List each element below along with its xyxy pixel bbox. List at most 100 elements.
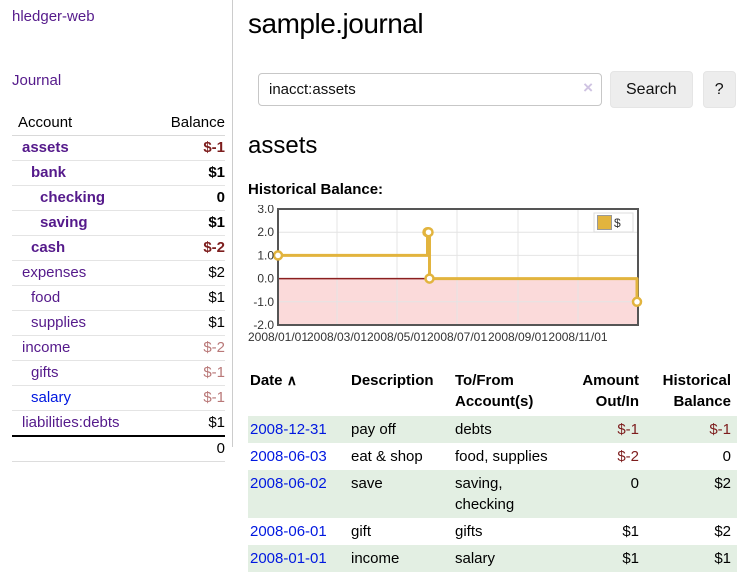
account-row: expenses $2 bbox=[12, 260, 225, 286]
account-link-expenses[interactable]: expenses bbox=[22, 264, 87, 281]
transaction-row: 2008-06-02 save saving, checking 0 $2 bbox=[248, 470, 737, 518]
svg-text:3.0: 3.0 bbox=[257, 205, 274, 216]
transaction-accounts: salary bbox=[455, 550, 496, 567]
transaction-date-link[interactable]: 2008-01-01 bbox=[250, 550, 327, 567]
account-balance: $1 bbox=[148, 210, 225, 236]
account-row: cash $-2 bbox=[12, 235, 225, 261]
account-row: saving $1 bbox=[12, 210, 225, 236]
svg-text:2.0: 2.0 bbox=[257, 225, 274, 239]
svg-text:2008/09/01: 2008/09/01 bbox=[488, 330, 548, 344]
accounts-total-row: 0 bbox=[12, 435, 225, 462]
balance-column-header: Historical Balance bbox=[662, 372, 731, 410]
account-link-food[interactable]: food bbox=[31, 289, 61, 306]
account-balance: $1 bbox=[148, 410, 225, 437]
account-balance: $-2 bbox=[148, 335, 225, 361]
search-form: × Search ? bbox=[248, 71, 740, 108]
register-header-row: Date ∧ Description To/From Account(s) Am… bbox=[248, 368, 737, 416]
clear-search-icon[interactable]: × bbox=[583, 78, 593, 97]
account-row: liabilities:debts $1 bbox=[12, 410, 225, 437]
chart-label: Historical Balance: bbox=[248, 181, 384, 198]
account-balance: $1 bbox=[148, 310, 225, 336]
sort-ascending-icon: ∧ bbox=[286, 372, 297, 388]
svg-text:2008/05/01: 2008/05/01 bbox=[367, 330, 427, 344]
account-balance: $-1 bbox=[148, 385, 225, 411]
transaction-date-link[interactable]: 2008-06-02 bbox=[250, 475, 327, 492]
amount-column-header: Amount Out/In bbox=[582, 372, 639, 410]
transaction-amount: $1 bbox=[622, 523, 639, 540]
account-link-supplies[interactable]: supplies bbox=[31, 314, 87, 331]
transaction-accounts: food, supplies bbox=[455, 448, 548, 465]
account-link-bank[interactable]: bank bbox=[31, 164, 67, 181]
transaction-amount: $-2 bbox=[617, 448, 639, 465]
sidebar-nav: Journal bbox=[12, 72, 225, 90]
account-row: food $1 bbox=[12, 285, 225, 311]
transaction-description: eat & shop bbox=[351, 448, 423, 465]
account-balance: $1 bbox=[148, 285, 225, 311]
transaction-balance: $1 bbox=[714, 550, 731, 567]
svg-text:2008/03/01: 2008/03/01 bbox=[307, 330, 367, 344]
account-row: salary $-1 bbox=[12, 385, 225, 411]
help-button[interactable]: ? bbox=[702, 71, 736, 108]
search-input[interactable] bbox=[258, 73, 602, 106]
page-title: sample.journal bbox=[248, 8, 424, 39]
sidebar-item-journal[interactable]: Journal bbox=[12, 72, 62, 89]
account-row: income $-2 bbox=[12, 335, 225, 361]
svg-text:$: $ bbox=[614, 216, 621, 230]
search-button[interactable]: Search bbox=[610, 71, 693, 108]
transaction-amount: $-1 bbox=[617, 421, 639, 438]
transaction-description: income bbox=[351, 550, 400, 567]
account-balance: $-2 bbox=[148, 235, 225, 261]
transaction-amount: $1 bbox=[622, 550, 639, 567]
account-link-saving[interactable]: saving bbox=[40, 214, 88, 231]
account-link-income[interactable]: income bbox=[22, 339, 71, 356]
account-link-liabilities-debts[interactable]: liabilities:debts bbox=[22, 414, 120, 431]
account-page-title: assets bbox=[248, 132, 318, 159]
transaction-description: pay off bbox=[351, 421, 396, 438]
svg-text:2008/01/01: 2008/01/01 bbox=[248, 330, 308, 344]
balance-column-header: Balance bbox=[148, 111, 225, 136]
account-row: supplies $1 bbox=[12, 310, 225, 336]
transaction-row: 2008-06-03 eat & shop food, supplies $-2… bbox=[248, 443, 737, 470]
transaction-balance: $-1 bbox=[709, 421, 731, 438]
tofrom-column-header: To/From Account(s) bbox=[455, 372, 534, 410]
transaction-amount: 0 bbox=[630, 475, 639, 492]
svg-text:0.0: 0.0 bbox=[257, 272, 274, 286]
transaction-accounts: debts bbox=[455, 421, 492, 438]
sidebar: hledger-web Journal Account Balance asse… bbox=[0, 0, 233, 462]
account-row: gifts $-1 bbox=[12, 360, 225, 386]
account-row: assets $-1 bbox=[12, 135, 225, 161]
transaction-balance: 0 bbox=[722, 448, 731, 465]
transaction-balance: $2 bbox=[714, 475, 731, 492]
account-link-checking[interactable]: checking bbox=[40, 189, 106, 206]
account-balance: $1 bbox=[148, 160, 225, 186]
account-balance: $2 bbox=[148, 260, 225, 286]
svg-text:-1.0: -1.0 bbox=[253, 295, 274, 309]
transaction-row: 2008-01-01 income salary $1 $1 bbox=[248, 545, 737, 572]
svg-text:-2.0: -2.0 bbox=[253, 318, 274, 332]
transaction-description: gift bbox=[351, 523, 372, 540]
transaction-balance: $2 bbox=[714, 523, 731, 540]
accounts-total-value: 0 bbox=[148, 435, 225, 462]
account-link-salary[interactable]: salary bbox=[31, 389, 72, 406]
account-column-header: Account bbox=[12, 111, 149, 136]
account-link-gifts[interactable]: gifts bbox=[31, 364, 59, 381]
account-link-cash[interactable]: cash bbox=[31, 239, 66, 256]
account-link-assets[interactable]: assets bbox=[22, 139, 69, 156]
app-title: hledger-web bbox=[12, 8, 225, 26]
transaction-accounts: saving, checking bbox=[455, 475, 515, 513]
transaction-date-link[interactable]: 2008-06-03 bbox=[250, 448, 327, 465]
account-row: bank $1 bbox=[12, 160, 225, 186]
transaction-accounts: gifts bbox=[455, 523, 483, 540]
app-title-link[interactable]: hledger-web bbox=[12, 8, 95, 25]
svg-text:2008/07/01: 2008/07/01 bbox=[427, 330, 487, 344]
accounts-table: Account Balance assets $-1 bank $1 check… bbox=[12, 111, 225, 462]
main-content: sample.journal × Search ? assets Histori… bbox=[248, 0, 740, 572]
account-balance: 0 bbox=[148, 185, 225, 211]
account-balance: $-1 bbox=[148, 360, 225, 386]
date-column-header[interactable]: Date ∧ bbox=[250, 372, 297, 389]
transaction-date-link[interactable]: 2008-12-31 bbox=[250, 421, 327, 438]
transaction-row: 2008-06-01 gift gifts $1 $2 bbox=[248, 518, 737, 545]
transaction-date-link[interactable]: 2008-06-01 bbox=[250, 523, 327, 540]
register-table: Date ∧ Description To/From Account(s) Am… bbox=[248, 368, 737, 572]
historical-balance-chart: 3.0 2.0 1.0 0.0 -1.0 -2.02008/01/012008/03/01… bbox=[248, 205, 643, 344]
